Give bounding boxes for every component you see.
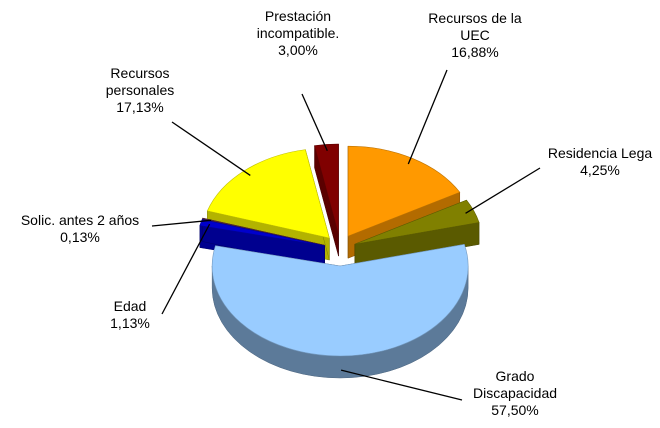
category-label: Residencia Lega bbox=[547, 145, 653, 161]
category-label: Grado Discapacidad bbox=[472, 368, 558, 401]
slice-top bbox=[314, 143, 339, 235]
slice-label: Recursos personales 17,13% bbox=[60, 65, 220, 116]
pie-slice bbox=[211, 243, 469, 379]
value-label: 4,25% bbox=[580, 162, 620, 178]
pie-slice bbox=[199, 219, 325, 269]
value-label: 16,88% bbox=[451, 44, 499, 60]
slice-label: Recursos de la UEC 16,88% bbox=[395, 10, 555, 61]
leader-line bbox=[340, 369, 463, 401]
value-label: 0,13% bbox=[60, 229, 100, 245]
value-label: 3,00% bbox=[278, 42, 318, 58]
category-label: Recursos personales bbox=[105, 65, 175, 98]
slice-top bbox=[347, 145, 461, 237]
slice-label: Grado Discapacidad 57,50% bbox=[435, 368, 595, 419]
category-label: Solic. antes 2 años bbox=[20, 212, 140, 228]
slice-label: Edad 1,13% bbox=[50, 298, 210, 332]
leader-line bbox=[407, 69, 448, 165]
leader-line bbox=[151, 219, 212, 227]
slice-label: Residencia Lega 4,25% bbox=[520, 145, 660, 179]
slice-top bbox=[211, 243, 469, 357]
slice-top bbox=[354, 199, 480, 245]
leader-line bbox=[171, 121, 251, 177]
pie-slice bbox=[354, 199, 480, 267]
slice-top bbox=[199, 219, 325, 247]
category-label: Prestación incompatible. bbox=[256, 8, 340, 41]
slice-label: Solic. antes 2 años 0,13% bbox=[0, 212, 160, 246]
category-label: Edad bbox=[113, 298, 147, 314]
value-label: 17,13% bbox=[116, 99, 164, 115]
leader-line bbox=[465, 167, 541, 214]
leader-line bbox=[301, 93, 328, 152]
category-label: Recursos de la UEC bbox=[428, 10, 522, 43]
value-label: 1,13% bbox=[110, 315, 150, 331]
value-label: 57,50% bbox=[491, 402, 539, 418]
leader-line bbox=[161, 223, 211, 315]
pie-slice bbox=[314, 143, 339, 257]
slice-top bbox=[201, 217, 325, 246]
slice-label: Prestación incompatible. 3,00% bbox=[218, 8, 378, 59]
